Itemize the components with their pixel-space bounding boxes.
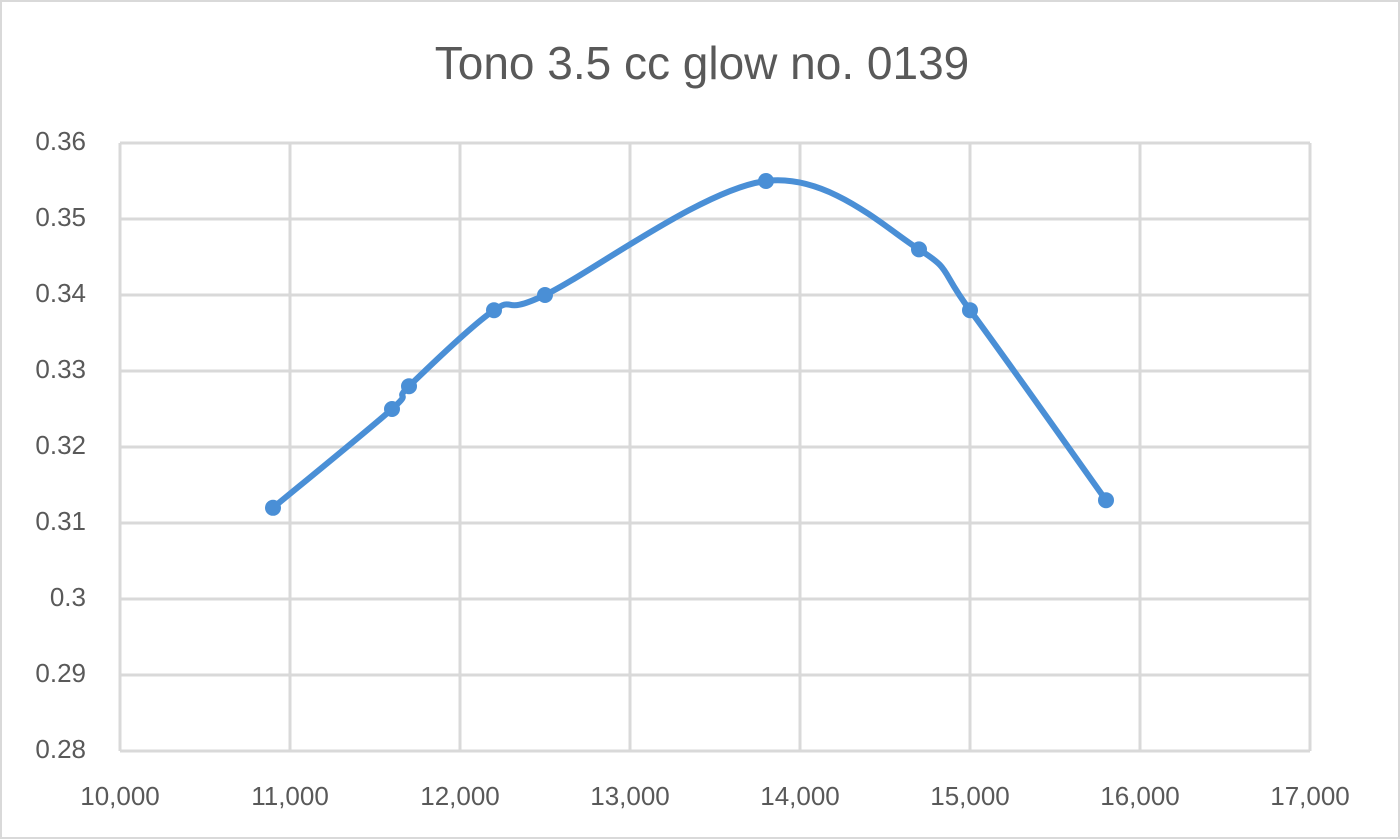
x-tick-label: 15,000 <box>930 781 1010 811</box>
point <box>401 378 417 395</box>
chart-title: Tono 3.5 cc glow no. 0139 <box>435 37 969 89</box>
y-tick-label: 0.35 <box>35 202 86 232</box>
point <box>486 302 502 319</box>
y-tick-label: 0.28 <box>35 734 86 764</box>
y-tick-label: 0.3 <box>50 582 86 612</box>
y-tick-label: 0.33 <box>35 354 86 384</box>
x-tick-label: 10,000 <box>80 781 160 811</box>
x-tick-label: 13,000 <box>590 781 670 811</box>
point <box>384 401 400 417</box>
y-tick-label: 0.32 <box>35 430 86 460</box>
point <box>1098 492 1114 509</box>
y-tick-label: 0.36 <box>35 126 86 156</box>
y-tick-label: 0.29 <box>35 658 86 688</box>
point <box>962 302 978 319</box>
point <box>911 241 927 258</box>
y-tick-label: 0.31 <box>35 506 86 536</box>
x-tick-label: 14,000 <box>760 781 840 811</box>
y-tick-label: 0.34 <box>35 278 86 308</box>
x-tick-label: 11,000 <box>251 781 329 811</box>
x-tick-label: 17,000 <box>1270 781 1350 811</box>
point <box>537 287 553 303</box>
x-tick-label: 16,000 <box>1100 781 1180 811</box>
point <box>758 173 774 189</box>
x-tick-label: 12,000 <box>420 781 500 811</box>
point <box>265 499 281 516</box>
